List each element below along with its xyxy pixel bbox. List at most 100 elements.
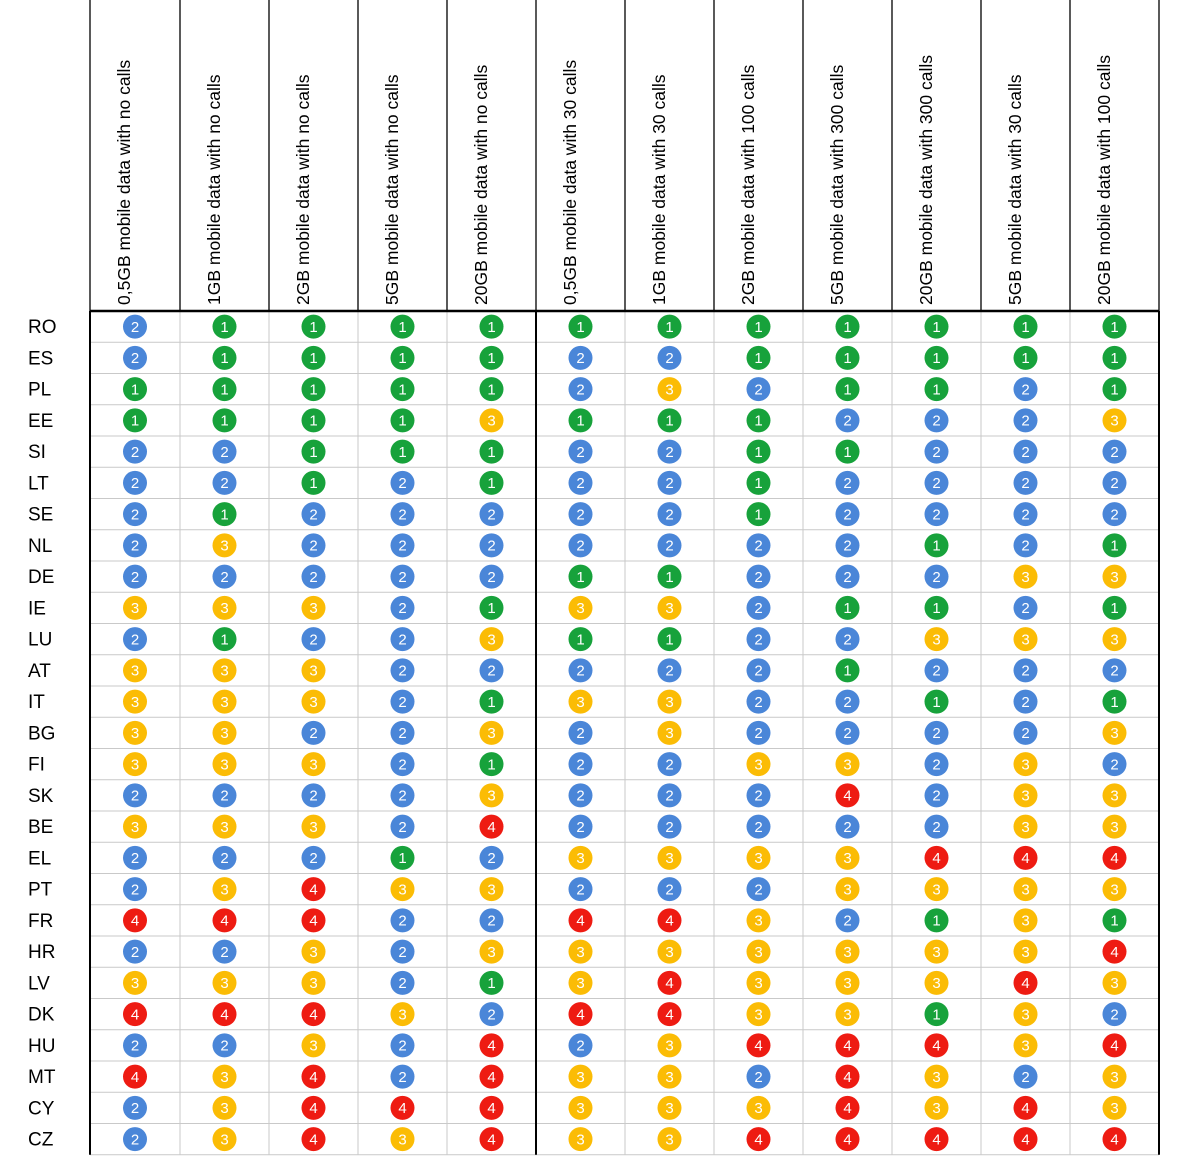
rank-marker [390,939,415,964]
rank-number: 1 [220,413,228,430]
rank-number: 2 [487,1006,495,1023]
rank-number: 2 [220,475,228,492]
country-label: BE [28,817,53,838]
rank-marker [479,939,504,964]
rank-marker [657,845,682,870]
rank-marker [212,439,237,464]
country-label: BG [28,723,55,744]
rank-marker [1102,752,1127,777]
rank-marker [212,595,237,620]
rank-number: 4 [487,1131,495,1148]
rank-marker [390,783,415,808]
rank-marker [123,1127,147,1152]
rank-marker [657,814,682,839]
rank-marker [212,720,237,745]
rank-number: 3 [487,413,495,430]
rank-marker [746,470,771,495]
rank-number: 3 [131,725,139,742]
rank-marker [479,845,504,870]
rank-number: 2 [843,506,851,523]
rank-marker [1102,502,1127,527]
rank-number: 2 [398,569,406,586]
rank-marker [924,314,949,339]
rank-number: 2 [665,538,673,555]
rank-number: 1 [1110,600,1118,617]
rank-number: 2 [309,788,317,805]
rank-marker [1013,1002,1038,1027]
rank-marker [479,345,504,370]
rank-number: 3 [576,1069,584,1086]
rank-marker [835,627,860,652]
country-label: FR [28,911,53,932]
rank-marker [301,377,326,402]
rank-marker [835,595,860,620]
rank-marker [657,970,682,995]
rank-number: 3 [220,1131,228,1148]
rank-number: 3 [1021,756,1029,773]
rank-marker [1013,877,1038,902]
rank-marker [123,595,147,620]
rank-number: 4 [754,1038,762,1055]
rank-marker [568,470,593,495]
rank-marker [479,1064,504,1089]
rank-number: 2 [131,538,139,555]
rank-marker [212,783,237,808]
rank-marker [657,689,682,714]
rank-number: 3 [754,975,762,992]
rank-marker [835,970,860,995]
rank-marker [924,814,949,839]
rank-number: 4 [932,850,940,867]
rank-number: 3 [754,1100,762,1117]
rank-number: 4 [1110,850,1118,867]
rank-number: 2 [932,444,940,461]
rank-number: 3 [131,756,139,773]
rank-marker [1013,627,1038,652]
rank-number: 2 [754,569,762,586]
rank-number: 2 [576,881,584,898]
rank-marker [390,1095,415,1120]
rank-number: 4 [932,1038,940,1055]
rank-number: 1 [754,475,762,492]
rank-number: 4 [487,1069,495,1086]
rank-number: 3 [1110,788,1118,805]
rank-number: 2 [309,631,317,648]
rank-number: 3 [487,944,495,961]
rank-marker [657,1095,682,1120]
rank-marker [212,345,237,370]
rank-marker [568,689,593,714]
rank-number: 1 [1021,319,1029,336]
rank-marker [835,1095,860,1120]
rank-marker [1013,470,1038,495]
rank-number: 2 [1021,381,1029,398]
column-header: 5GB mobile data with 30 calls [1005,74,1025,305]
rank-marker [479,1002,504,1027]
rank-number: 2 [1021,413,1029,430]
rank-number: 2 [398,819,406,836]
rank-marker [1102,314,1127,339]
rank-marker [301,877,326,902]
rank-number: 3 [398,1006,406,1023]
rank-number: 2 [754,881,762,898]
rank-marker [1102,345,1127,370]
rank-marker [924,439,949,464]
rank-number: 2 [754,381,762,398]
rank-marker [746,533,771,558]
rank-marker [390,814,415,839]
rank-number: 2 [932,725,940,742]
rank-number: 2 [309,850,317,867]
rank-marker [1013,752,1038,777]
rank-marker [123,970,147,995]
rank-marker [924,970,949,995]
rank-marker [924,1002,949,1027]
rank-number: 3 [1021,569,1029,586]
rank-number: 3 [1021,1006,1029,1023]
rank-marker [746,564,771,589]
rank-marker [1013,814,1038,839]
rank-marker [657,877,682,902]
rank-marker [301,658,326,683]
rank-number: 4 [1021,1100,1029,1117]
rank-number: 4 [487,819,495,836]
rank-marker [212,752,237,777]
rank-number: 3 [1110,631,1118,648]
rank-number: 2 [131,1100,139,1117]
